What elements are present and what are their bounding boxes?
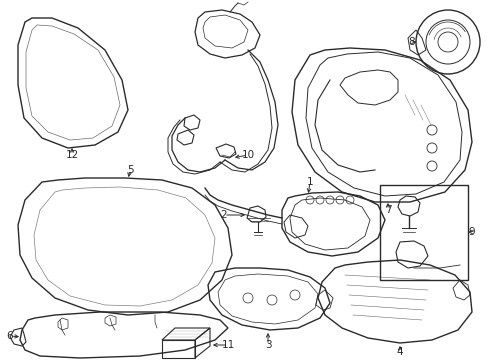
Bar — [380, 185, 468, 280]
Text: 1: 1 — [307, 177, 313, 187]
Text: 7: 7 — [385, 205, 392, 215]
Text: 3: 3 — [265, 340, 271, 350]
Text: 8: 8 — [409, 37, 416, 47]
Text: 2: 2 — [220, 210, 227, 220]
Text: 11: 11 — [221, 340, 235, 350]
Text: 6: 6 — [7, 331, 13, 341]
Text: 4: 4 — [397, 347, 403, 357]
Text: 9: 9 — [469, 227, 475, 237]
Text: 10: 10 — [242, 150, 255, 160]
Text: 12: 12 — [65, 150, 78, 160]
Text: 5: 5 — [127, 165, 133, 175]
